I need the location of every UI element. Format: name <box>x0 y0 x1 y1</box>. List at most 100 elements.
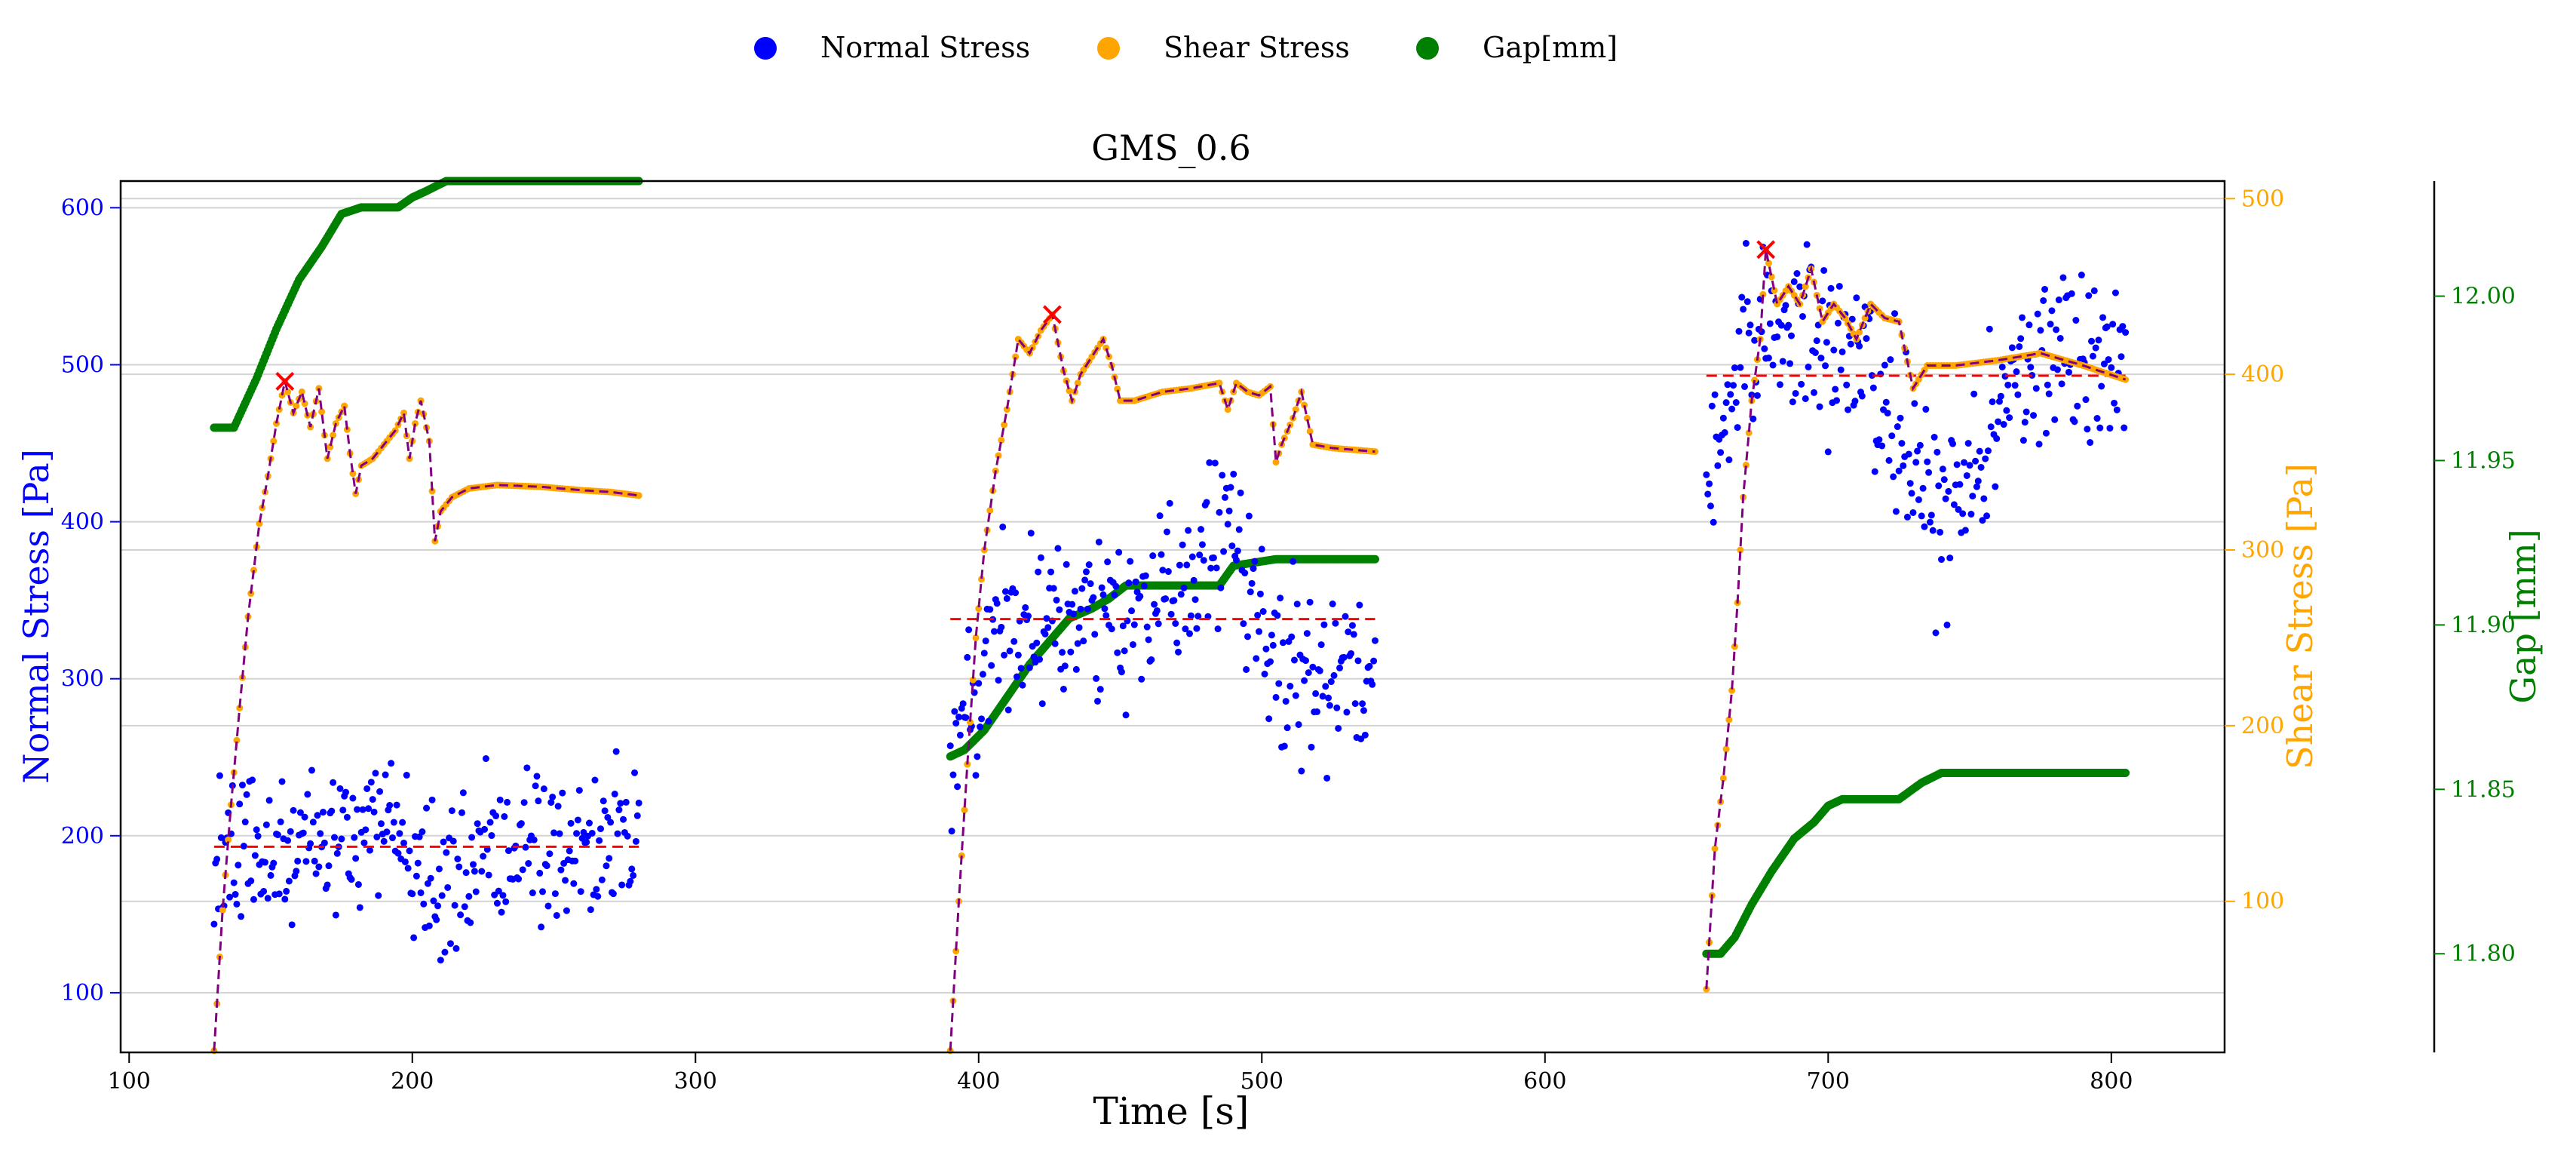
shear-point <box>635 492 642 499</box>
shear-point <box>978 576 986 583</box>
normal-point <box>1254 611 1262 619</box>
normal-point <box>1333 704 1341 711</box>
shear-point <box>1066 387 1073 395</box>
normal-point <box>1340 653 1348 661</box>
normal-point <box>264 895 271 902</box>
normal-point <box>1279 639 1286 647</box>
normal-point <box>1900 462 1907 469</box>
normal-point <box>1950 501 1958 508</box>
normal-point <box>1125 579 1133 587</box>
normal-point <box>1953 461 1961 468</box>
normal-point <box>1937 556 1945 564</box>
normal-point <box>1258 545 1265 553</box>
normal-point <box>1792 389 1799 397</box>
shear-point <box>1216 379 1223 387</box>
normal-point <box>377 820 385 828</box>
normal-point <box>1813 337 1820 345</box>
normal-point <box>2008 344 2016 352</box>
normal-point <box>1987 423 1995 431</box>
normal-point <box>1942 495 1949 502</box>
normal-point <box>553 911 560 919</box>
normal-point <box>270 859 278 867</box>
normal-point <box>435 865 443 873</box>
normal-point <box>1868 372 1875 379</box>
normal-point <box>1138 675 1145 683</box>
normal-point <box>2058 380 2065 388</box>
normal-point <box>1919 484 1927 492</box>
normal-point <box>1742 240 1750 247</box>
normal-point <box>1722 399 1730 407</box>
normal-point <box>1787 332 1795 339</box>
normal-point <box>1827 284 1835 292</box>
normal-point <box>1869 384 1877 392</box>
normal-point <box>372 769 379 777</box>
normal-point <box>1298 767 1305 775</box>
normal-point <box>1746 321 1754 329</box>
normal-point <box>2087 439 2094 447</box>
normal-point <box>493 899 501 907</box>
normal-point <box>975 680 983 687</box>
x-axis: 100 200 300 400 500 600 700 800 <box>108 1052 2133 1095</box>
shear-tick-label: 400 <box>2241 361 2284 388</box>
normal-point <box>369 796 376 803</box>
normal-point <box>458 809 465 816</box>
normal-point <box>1350 631 1357 638</box>
normal-point <box>1301 677 1308 684</box>
shear-peak-marker <box>275 372 295 391</box>
normal-point <box>1986 325 1993 333</box>
shear-point <box>975 605 983 613</box>
normal-point <box>1187 612 1194 619</box>
normal-point <box>1026 664 1033 671</box>
normal-point <box>1240 620 1247 628</box>
normal-point <box>1063 561 1070 568</box>
normal-point <box>1071 588 1078 595</box>
shear-trend-line <box>1705 249 2127 990</box>
gap-point <box>2121 769 2130 778</box>
normal-point <box>1966 462 1973 469</box>
normal-point <box>2072 317 2080 324</box>
normal-point <box>2041 285 2049 293</box>
normal-point <box>598 876 606 883</box>
shear-point <box>1301 401 1308 409</box>
normal-point <box>1309 663 1317 671</box>
normal-point <box>1969 493 1976 500</box>
normal-point <box>1158 551 1165 558</box>
normal-point <box>2111 289 2119 296</box>
normal-point <box>299 829 307 837</box>
normal-point <box>1802 395 1809 402</box>
normal-point <box>496 796 504 803</box>
normal-point <box>1895 467 1903 475</box>
shear-point <box>273 419 281 427</box>
normal-point <box>2100 360 2108 367</box>
normal-point <box>585 819 593 827</box>
normal-point <box>1937 528 1944 536</box>
normal-point <box>434 902 442 910</box>
normal-point <box>2011 382 2019 389</box>
normal-point <box>1037 554 1044 561</box>
normal-point <box>1253 655 1260 662</box>
normal-point <box>964 653 971 661</box>
normal-point <box>1129 640 1136 648</box>
normal-point <box>2093 415 2101 422</box>
normal-point <box>1335 724 1342 732</box>
normal-point <box>2108 364 2115 371</box>
shear-point <box>1771 287 1778 294</box>
normal-point <box>362 826 370 834</box>
normal-point <box>1312 690 1320 697</box>
normal-point <box>1170 597 1178 604</box>
legend-marker-gap <box>1416 37 1439 60</box>
normal-point <box>428 796 436 803</box>
normal-point <box>284 837 292 844</box>
normal-point <box>1206 459 1213 466</box>
normal-point <box>495 887 502 895</box>
normal-point <box>1244 633 1252 640</box>
normal-point <box>1717 449 1725 456</box>
normal-point <box>1371 637 1378 644</box>
normal-point <box>1250 565 1257 573</box>
normal-point <box>1819 297 1826 305</box>
normal-point <box>235 862 242 869</box>
normal-point <box>1014 651 1022 659</box>
normal-point <box>260 887 268 895</box>
normal-point <box>226 893 234 901</box>
legend-marker-shear <box>1097 37 1120 60</box>
